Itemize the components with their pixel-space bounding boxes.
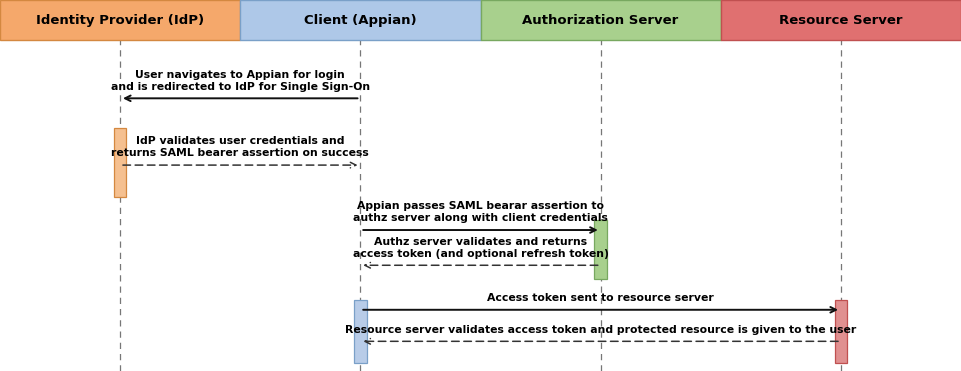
FancyBboxPatch shape (594, 220, 607, 279)
FancyBboxPatch shape (721, 0, 961, 40)
Text: IdP validates user credentials and
returns SAML bearer assertion on success: IdP validates user credentials and retur… (111, 137, 369, 158)
Text: Authz server validates and returns
access token (and optional refresh token): Authz server validates and returns acces… (353, 237, 608, 259)
FancyBboxPatch shape (0, 0, 240, 40)
FancyBboxPatch shape (835, 300, 848, 363)
FancyBboxPatch shape (113, 128, 127, 197)
FancyBboxPatch shape (480, 0, 721, 40)
FancyBboxPatch shape (240, 0, 480, 40)
Text: Authorization Server: Authorization Server (523, 13, 678, 27)
Text: Appian passes SAML bearar assertion to
authz server along with client credential: Appian passes SAML bearar assertion to a… (353, 201, 608, 223)
Text: Resource server validates access token and protected resource is given to the us: Resource server validates access token a… (345, 325, 856, 335)
Text: Identity Provider (IdP): Identity Provider (IdP) (37, 13, 204, 27)
FancyBboxPatch shape (354, 300, 367, 363)
Text: Client (Appian): Client (Appian) (304, 13, 417, 27)
Text: Resource Server: Resource Server (779, 13, 902, 27)
Text: Access token sent to resource server: Access token sent to resource server (487, 293, 714, 303)
Text: User navigates to Appian for login
and is redirected to IdP for Single Sign-On: User navigates to Appian for login and i… (111, 70, 370, 92)
